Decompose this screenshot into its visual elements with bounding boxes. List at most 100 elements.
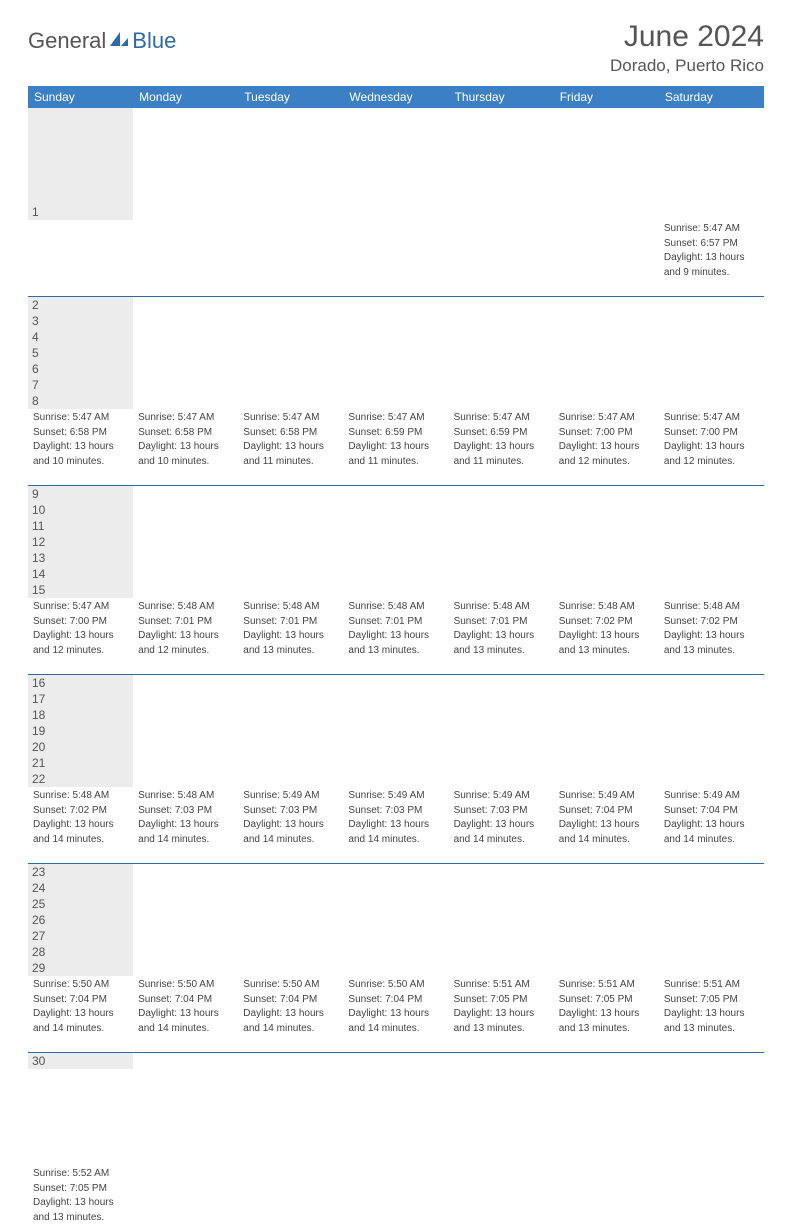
sunset-text: Sunset: 7:03 PM (453, 804, 550, 819)
sunset-text: Sunset: 7:00 PM (663, 426, 760, 441)
sunset-text: Sunset: 7:01 PM (347, 615, 444, 630)
calendar-cell: Sunrise: 5:48 AMSunset: 7:02 PMDaylight:… (659, 598, 764, 675)
calendar-cell: Sunrise: 5:52 AMSunset: 7:05 PMDaylight:… (28, 1165, 133, 1224)
sunrise-text: Sunrise: 5:47 AM (347, 411, 444, 426)
sunrise-text: Sunrise: 5:47 AM (558, 411, 655, 426)
header: General Blue June 2024 Dorado, Puerto Ri… (28, 20, 764, 76)
sunrise-text: Sunrise: 5:47 AM (663, 222, 760, 237)
day-number-empty (28, 1133, 133, 1149)
sunset-text: Sunset: 6:59 PM (453, 426, 550, 441)
day-number-empty (28, 1101, 133, 1117)
day-number: 5 (28, 345, 133, 361)
calendar-row: Sunrise: 5:47 AMSunset: 7:00 PMDaylight:… (28, 598, 764, 675)
calendar-cell (238, 220, 343, 297)
day-header: Monday (133, 86, 238, 108)
sunset-text: Sunset: 7:03 PM (242, 804, 339, 819)
sunset-text: Sunset: 7:04 PM (558, 804, 655, 819)
calendar-cell: Sunrise: 5:47 AMSunset: 7:00 PMDaylight:… (659, 409, 764, 486)
calendar-row: Sunrise: 5:47 AMSunset: 6:57 PMDaylight:… (28, 220, 764, 297)
calendar-cell (554, 1165, 659, 1224)
day-number: 20 (28, 739, 133, 755)
calendar-row: Sunrise: 5:48 AMSunset: 7:02 PMDaylight:… (28, 787, 764, 864)
sunrise-text: Sunrise: 5:50 AM (347, 978, 444, 993)
daylight-text: and 13 minutes. (558, 1022, 655, 1037)
day-number: 16 (28, 675, 133, 691)
day-header-row: SundayMondayTuesdayWednesdayThursdayFrid… (28, 86, 764, 108)
day-number: 17 (28, 691, 133, 707)
daylight-text: and 11 minutes. (242, 455, 339, 470)
sunrise-text: Sunrise: 5:52 AM (32, 1167, 129, 1182)
calendar-cell (343, 1165, 448, 1224)
day-number-empty (28, 1149, 133, 1165)
day-number: 11 (28, 518, 133, 534)
calendar-cell: Sunrise: 5:50 AMSunset: 7:04 PMDaylight:… (343, 976, 448, 1053)
daylight-text: Daylight: 13 hours (32, 1007, 129, 1022)
daylight-text: and 14 minutes. (137, 833, 234, 848)
calendar-cell (28, 220, 133, 297)
daylight-text: Daylight: 13 hours (558, 1007, 655, 1022)
calendar-cell: Sunrise: 5:48 AMSunset: 7:01 PMDaylight:… (133, 598, 238, 675)
calendar-cell (133, 220, 238, 297)
day-header: Wednesday (343, 86, 448, 108)
day-number: 3 (28, 313, 133, 329)
calendar-cell: Sunrise: 5:49 AMSunset: 7:03 PMDaylight:… (238, 787, 343, 864)
daylight-text: Daylight: 13 hours (663, 1007, 760, 1022)
calendar-cell: Sunrise: 5:48 AMSunset: 7:03 PMDaylight:… (133, 787, 238, 864)
daylight-text: and 13 minutes. (663, 644, 760, 659)
day-number-empty (28, 156, 133, 172)
sunset-text: Sunset: 7:03 PM (347, 804, 444, 819)
sunrise-text: Sunrise: 5:48 AM (453, 600, 550, 615)
daylight-text: Daylight: 13 hours (137, 818, 234, 833)
calendar-cell: Sunrise: 5:48 AMSunset: 7:01 PMDaylight:… (343, 598, 448, 675)
calendar-cell: Sunrise: 5:50 AMSunset: 7:04 PMDaylight:… (28, 976, 133, 1053)
daylight-text: and 10 minutes. (32, 455, 129, 470)
day-number: 23 (28, 864, 133, 880)
daylight-text: Daylight: 13 hours (453, 1007, 550, 1022)
logo: General Blue (28, 28, 176, 54)
day-number: 29 (28, 960, 133, 976)
daylight-text: Daylight: 13 hours (453, 440, 550, 455)
daylight-text: and 14 minutes. (558, 833, 655, 848)
daylight-text: and 14 minutes. (453, 833, 550, 848)
day-number-row: 1 (28, 108, 764, 220)
sunrise-text: Sunrise: 5:51 AM (663, 978, 760, 993)
calendar-cell (449, 1165, 554, 1224)
daylight-text: Daylight: 13 hours (32, 818, 129, 833)
calendar-cell: Sunrise: 5:47 AMSunset: 6:58 PMDaylight:… (238, 409, 343, 486)
sunset-text: Sunset: 7:02 PM (32, 804, 129, 819)
calendar-row: Sunrise: 5:52 AMSunset: 7:05 PMDaylight:… (28, 1165, 764, 1224)
sunrise-text: Sunrise: 5:49 AM (347, 789, 444, 804)
sunset-text: Sunset: 7:03 PM (137, 804, 234, 819)
daylight-text: Daylight: 13 hours (663, 251, 760, 266)
daylight-text: Daylight: 13 hours (453, 818, 550, 833)
sunset-text: Sunset: 7:05 PM (663, 993, 760, 1008)
daylight-text: Daylight: 13 hours (347, 1007, 444, 1022)
calendar-cell: Sunrise: 5:48 AMSunset: 7:02 PMDaylight:… (28, 787, 133, 864)
day-number-empty (28, 1069, 133, 1085)
calendar-cell: Sunrise: 5:50 AMSunset: 7:04 PMDaylight:… (133, 976, 238, 1053)
calendar-row: Sunrise: 5:47 AMSunset: 6:58 PMDaylight:… (28, 409, 764, 486)
day-number: 12 (28, 534, 133, 550)
sunrise-text: Sunrise: 5:48 AM (663, 600, 760, 615)
daylight-text: and 14 minutes. (347, 833, 444, 848)
sunset-text: Sunset: 7:05 PM (558, 993, 655, 1008)
sunrise-text: Sunrise: 5:48 AM (242, 600, 339, 615)
daylight-text: Daylight: 13 hours (663, 629, 760, 644)
sunset-text: Sunset: 7:05 PM (453, 993, 550, 1008)
sunset-text: Sunset: 7:01 PM (453, 615, 550, 630)
sunrise-text: Sunrise: 5:47 AM (453, 411, 550, 426)
day-number-row: 30 (28, 1053, 764, 1166)
daylight-text: Daylight: 13 hours (453, 629, 550, 644)
day-number-empty (28, 140, 133, 156)
daylight-text: Daylight: 13 hours (347, 440, 444, 455)
sunset-text: Sunset: 6:59 PM (347, 426, 444, 441)
calendar-cell: Sunrise: 5:49 AMSunset: 7:03 PMDaylight:… (343, 787, 448, 864)
daylight-text: and 13 minutes. (242, 644, 339, 659)
day-number: 1 (28, 204, 133, 220)
daylight-text: and 14 minutes. (242, 833, 339, 848)
sunrise-text: Sunrise: 5:49 AM (453, 789, 550, 804)
sunrise-text: Sunrise: 5:47 AM (32, 600, 129, 615)
sunrise-text: Sunrise: 5:50 AM (137, 978, 234, 993)
daylight-text: and 14 minutes. (347, 1022, 444, 1037)
day-number: 6 (28, 361, 133, 377)
